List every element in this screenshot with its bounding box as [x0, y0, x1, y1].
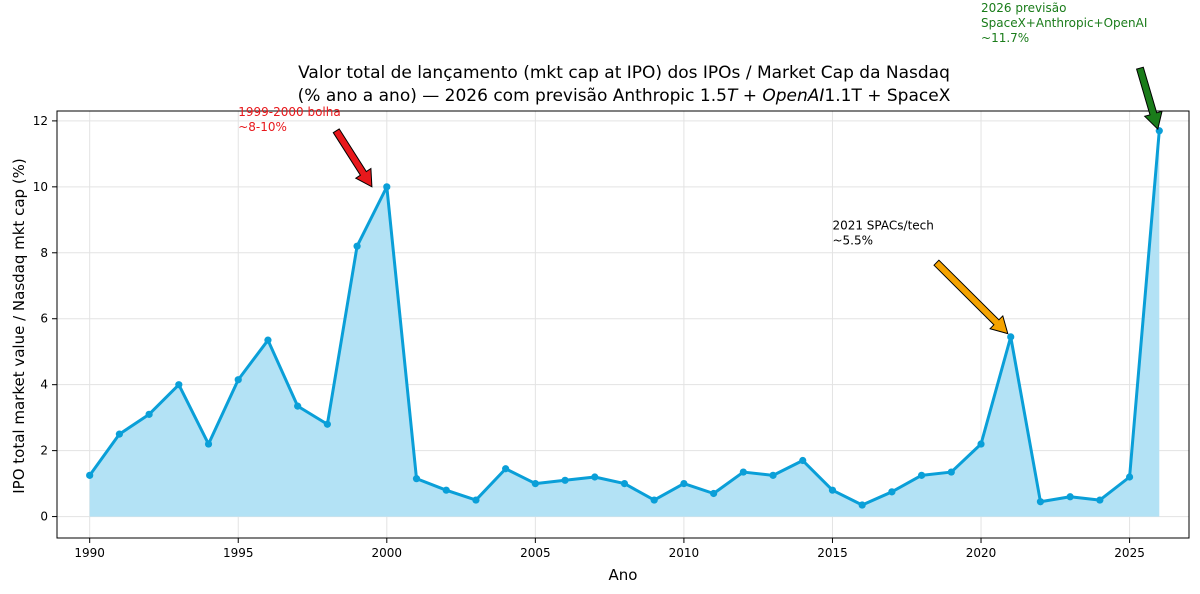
- x-axis-label: Ano: [609, 566, 638, 584]
- data-point: [1125, 473, 1134, 481]
- x-axis-ticks: 1990 1995 2000 2005 2010 2015 2020 2025: [74, 538, 1145, 560]
- data-point: [145, 410, 153, 418]
- data-point: [442, 486, 450, 494]
- data-point: [86, 471, 94, 479]
- x-tick-label: 1990: [74, 546, 105, 560]
- data-point: [531, 479, 539, 488]
- plot-frame: [56, 110, 1190, 539]
- data-point: [650, 496, 658, 504]
- x-tick-label: 1995: [223, 546, 254, 560]
- data-point: [383, 183, 391, 191]
- data-point: [561, 476, 569, 484]
- annotation-text: ~11.7%: [981, 31, 1029, 45]
- annotations: 1999-2000 bolha~8-10% 2021 SPACs/tech~5.5…: [238, 1, 1163, 335]
- annotation-arrow: [1135, 66, 1163, 131]
- annotation-text: 2021 SPACs/tech: [832, 219, 933, 233]
- annotation-arrow: [933, 259, 1009, 335]
- data-point: [620, 479, 629, 488]
- y-axis-label: IPO total market value / Nasdaq mkt cap …: [10, 158, 28, 494]
- data-point: [323, 420, 331, 428]
- annotation-text: SpaceX+Anthropic+OpenAI: [981, 16, 1147, 30]
- data-point: [204, 440, 213, 448]
- x-tick-label: 2000: [372, 546, 403, 560]
- data-point: [769, 471, 777, 479]
- y-tick-label: 4: [40, 378, 48, 392]
- data-point: [115, 430, 123, 438]
- x-tick-label: 2010: [669, 546, 700, 560]
- data-point: [175, 381, 183, 389]
- x-tick-label: 2005: [520, 546, 551, 560]
- data-point: [264, 336, 272, 344]
- data-point: [799, 456, 807, 465]
- title-line2-part3: 1.1T + SpaceX: [824, 86, 950, 106]
- data-point: [294, 402, 302, 410]
- data-point: [917, 471, 926, 479]
- data-point: [472, 496, 480, 504]
- annotation-text: 1999-2000 bolha: [238, 105, 340, 119]
- x-tick-label: 2025: [1114, 546, 1145, 560]
- annotation-text: ~5.5%: [832, 234, 873, 248]
- annotation-text: 2026 previsão: [981, 1, 1066, 15]
- y-tick-label: 8: [40, 246, 48, 260]
- data-point: [947, 468, 955, 476]
- data-point: [353, 242, 361, 250]
- y-tick-label: 6: [40, 312, 48, 326]
- y-tick-label: 0: [40, 510, 48, 524]
- y-tick-label: 12: [33, 114, 48, 128]
- chart-title-line2: (% ano a ano) — 2026 com previsão Anthro…: [298, 86, 951, 106]
- data-point: [1036, 498, 1045, 506]
- y-tick-label: 2: [40, 444, 48, 458]
- data-point: [1096, 496, 1104, 504]
- data-point: [234, 376, 242, 384]
- data-point: [977, 440, 985, 448]
- annotation-text: ~8-10%: [238, 120, 287, 134]
- data-point: [710, 489, 718, 498]
- y-axis-ticks: 0 2 4 6 8 10 12: [33, 114, 57, 524]
- x-tick-label: 2015: [817, 546, 848, 560]
- title-line2-italic: T + OpenAI: [727, 86, 824, 106]
- data-point: [502, 465, 510, 473]
- series-area-fill: [89, 130, 1160, 517]
- data-point: [412, 475, 421, 483]
- data-point: [828, 486, 837, 494]
- title-line2-part1: (% ano a ano) — 2026 com previsão Anthro…: [298, 86, 727, 106]
- series-layer: [86, 127, 1163, 517]
- annotation-arrow: [332, 128, 373, 188]
- data-point: [680, 479, 688, 488]
- data-point: [858, 501, 866, 509]
- data-point: [1007, 333, 1015, 341]
- y-tick-label: 10: [33, 180, 48, 194]
- x-tick-label: 2020: [966, 546, 997, 560]
- data-point: [1066, 493, 1074, 501]
- data-point: [739, 468, 747, 476]
- chart-title-line1: Valor total de lançamento (mkt cap at IP…: [298, 63, 950, 83]
- data-point: [591, 473, 599, 481]
- data-point: [888, 488, 896, 496]
